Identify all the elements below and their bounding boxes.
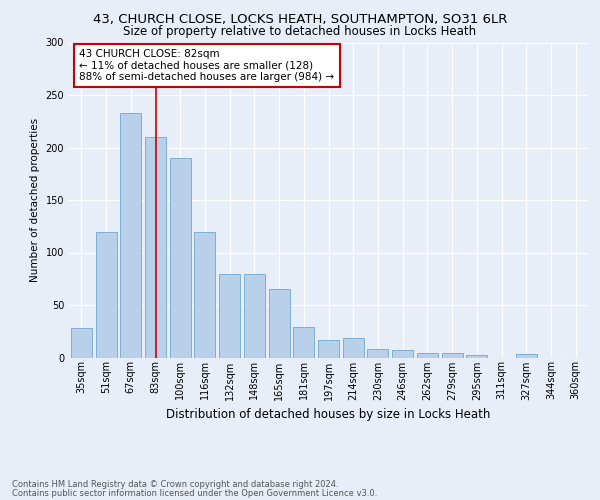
Bar — [367, 349, 388, 358]
Text: Contains HM Land Registry data © Crown copyright and database right 2024.: Contains HM Land Registry data © Crown c… — [12, 480, 338, 489]
Text: Size of property relative to detached houses in Locks Heath: Size of property relative to detached ho… — [124, 25, 476, 38]
Bar — [516, 354, 537, 358]
Bar — [170, 158, 191, 358]
Bar — [466, 356, 487, 358]
Bar — [71, 328, 92, 358]
Text: 43 CHURCH CLOSE: 82sqm
← 11% of detached houses are smaller (128)
88% of semi-de: 43 CHURCH CLOSE: 82sqm ← 11% of detached… — [79, 49, 335, 82]
Bar — [120, 113, 141, 358]
Bar — [442, 354, 463, 358]
Bar — [95, 232, 116, 358]
Bar — [392, 350, 413, 358]
Bar — [145, 137, 166, 358]
Bar — [318, 340, 339, 357]
Bar — [417, 354, 438, 358]
X-axis label: Distribution of detached houses by size in Locks Heath: Distribution of detached houses by size … — [166, 408, 491, 421]
Bar — [343, 338, 364, 357]
Bar — [194, 232, 215, 358]
Bar — [269, 289, 290, 358]
Text: Contains public sector information licensed under the Open Government Licence v3: Contains public sector information licen… — [12, 488, 377, 498]
Bar — [219, 274, 240, 357]
Bar — [293, 327, 314, 358]
Y-axis label: Number of detached properties: Number of detached properties — [30, 118, 40, 282]
Bar — [244, 274, 265, 357]
Text: 43, CHURCH CLOSE, LOCKS HEATH, SOUTHAMPTON, SO31 6LR: 43, CHURCH CLOSE, LOCKS HEATH, SOUTHAMPT… — [93, 12, 507, 26]
